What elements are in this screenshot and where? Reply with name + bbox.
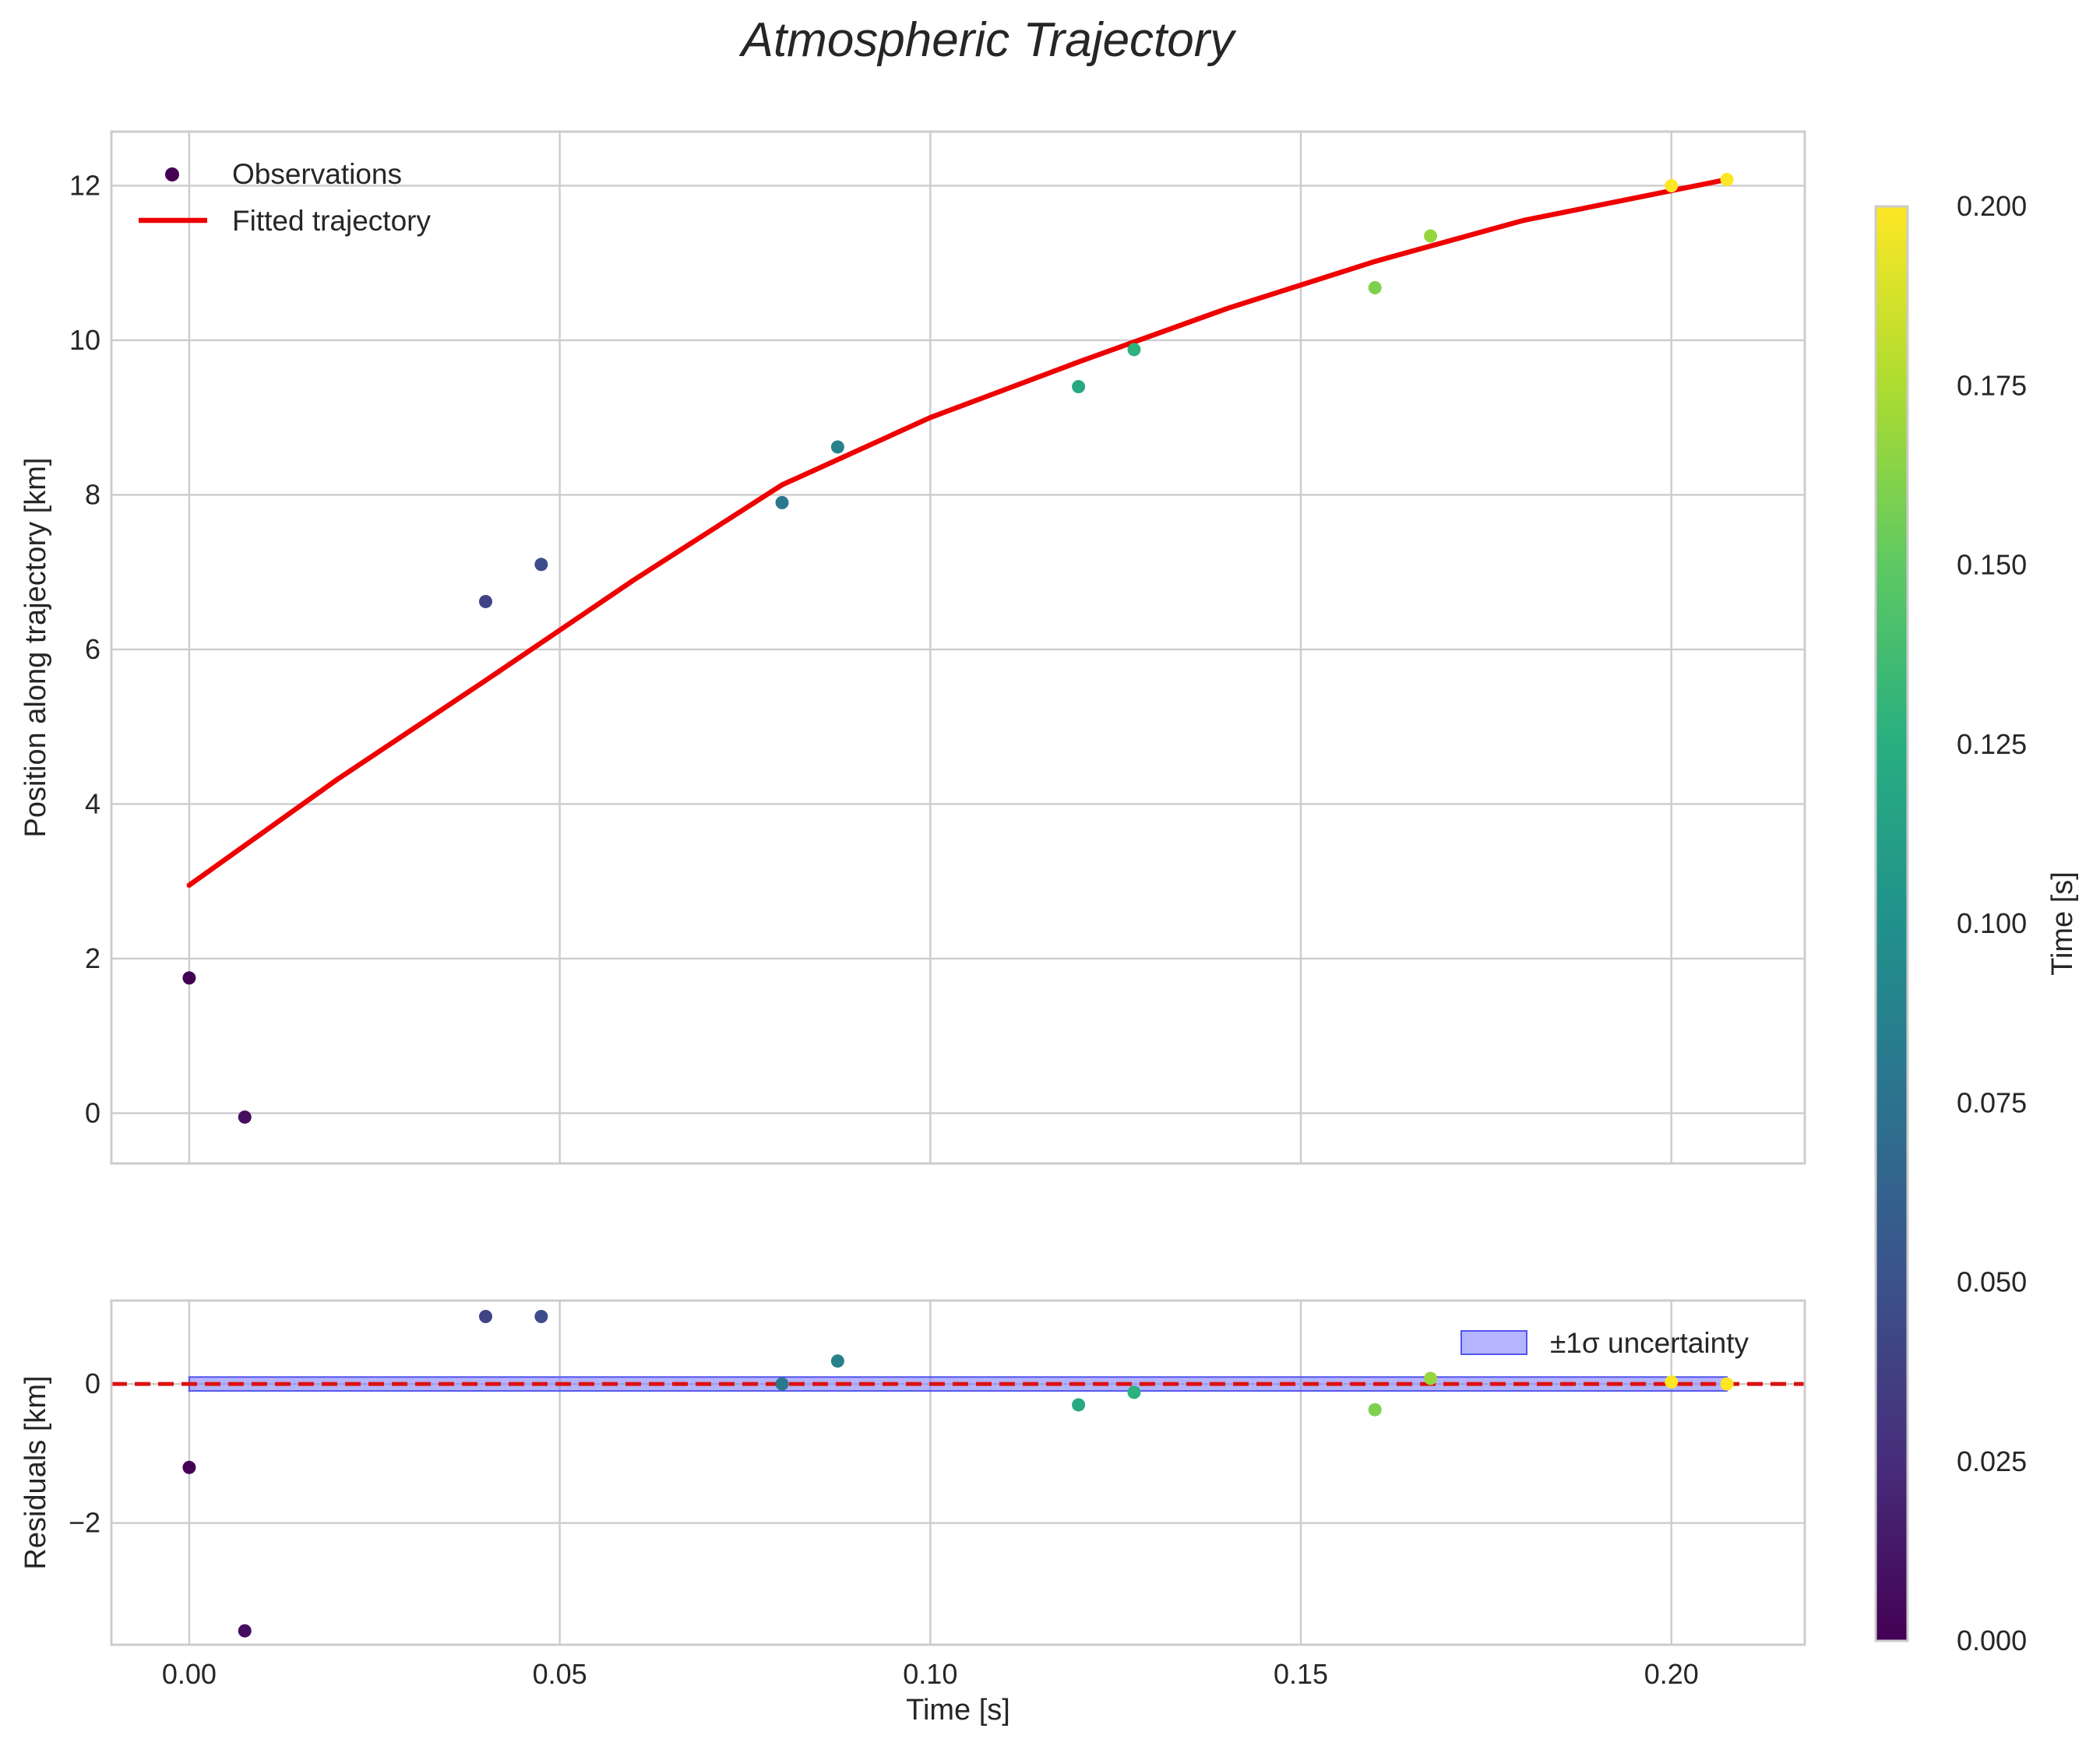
x-tick-label: 0.20 <box>1644 1658 1699 1690</box>
y-tick-label: −2 <box>69 1507 100 1539</box>
y-tick-label: 0 <box>85 1097 100 1128</box>
residual-point <box>1720 1377 1734 1391</box>
main-plot-area <box>182 173 1734 1124</box>
residuals-legend: ±1σ uncertainty <box>1460 1327 1749 1359</box>
x-axis-label: Time [s] <box>906 1694 1010 1727</box>
y-axis-label: Position along trajectory [km] <box>19 458 52 838</box>
main-plot-panel: 0 2 4 6 8 10 12 Position along trajectory [km] O… <box>19 130 1806 1165</box>
colorbar-tick-label: 0.050 <box>1957 1266 2027 1298</box>
y-tick-label: 8 <box>85 478 100 510</box>
observation-point <box>238 1110 252 1124</box>
residual-point <box>1368 1403 1382 1417</box>
colorbar-label: Time [s] <box>2046 871 2079 976</box>
residual-point <box>478 1310 492 1324</box>
observation-point <box>1127 343 1141 357</box>
legend-observations-label: Observations <box>232 158 402 190</box>
y-tick-label: 12 <box>69 169 100 201</box>
residual-point <box>830 1354 844 1368</box>
y-axis-label: Residuals [km] <box>19 1375 52 1569</box>
fitted-trajectory-line <box>186 177 1730 888</box>
residual-point <box>1424 1371 1438 1385</box>
plot-frame <box>110 1299 1806 1646</box>
plot-background <box>111 1301 1805 1645</box>
observation-point <box>1424 229 1438 243</box>
legend-fitted-label: Fitted trajectory <box>232 205 431 237</box>
residual-point <box>1072 1398 1086 1412</box>
y-tick-label: 6 <box>85 633 100 665</box>
colorbar-tick-label: 0.125 <box>1957 728 2027 760</box>
x-tick-label: 0.10 <box>903 1658 957 1690</box>
legend-uncertainty-label: ±1σ uncertainty <box>1550 1327 1749 1359</box>
observation-point <box>775 495 789 509</box>
residual-point <box>1665 1375 1679 1389</box>
colorbar-tick-label: 0.175 <box>1957 369 2027 401</box>
observation-point <box>534 558 548 572</box>
main-legend: Observations Fitted trajectory <box>139 158 431 237</box>
chart-title: Atmospheric Trajectory <box>738 13 1238 67</box>
observation-point <box>1720 173 1734 187</box>
colorbar-tick-label: 0.000 <box>1957 1625 2027 1656</box>
colorbar-tick-label: 0.100 <box>1957 907 2027 939</box>
legend-observations-marker <box>165 167 179 181</box>
x-tick-label: 0.05 <box>533 1658 587 1690</box>
observation-point <box>1072 380 1086 394</box>
observation-point <box>182 971 196 985</box>
observation-point <box>1665 178 1679 192</box>
y-tick-label: 2 <box>85 942 100 974</box>
plot-background <box>111 132 1805 1163</box>
y-tick-label: 10 <box>69 324 100 356</box>
colorbar: 0.000 0.025 0.050 0.075 0.100 0.125 0.150 0.175… <box>1874 190 2079 1656</box>
residuals-plot-panel: −2 0 0.00 0.05 0.10 0.15 0.20 Residuals [km] Tim… <box>19 1299 1806 1727</box>
y-tick-label: 4 <box>85 787 100 819</box>
observation-point <box>478 594 492 608</box>
residual-point <box>182 1460 196 1474</box>
colorbar-tick-label: 0.200 <box>1957 190 2027 222</box>
colorbar-tick-label: 0.150 <box>1957 549 2027 581</box>
residual-point <box>238 1624 252 1638</box>
legend-uncertainty-marker <box>1460 1330 1527 1355</box>
residuals-plot-area <box>111 1310 1805 1638</box>
x-tick-label: 0.15 <box>1274 1658 1328 1690</box>
observation-point <box>1368 280 1382 294</box>
x-tick-label: 0.00 <box>162 1658 217 1690</box>
y-tick-label: 0 <box>85 1368 100 1399</box>
residual-point <box>1127 1385 1141 1399</box>
residual-point <box>534 1310 548 1324</box>
plot-frame <box>110 130 1806 1165</box>
colorbar-gradient <box>1874 205 1909 1642</box>
colorbar-tick-label: 0.025 <box>1957 1445 2027 1477</box>
residual-point <box>775 1377 789 1391</box>
colorbar-tick-label: 0.075 <box>1957 1086 2027 1118</box>
observation-point <box>830 440 844 454</box>
